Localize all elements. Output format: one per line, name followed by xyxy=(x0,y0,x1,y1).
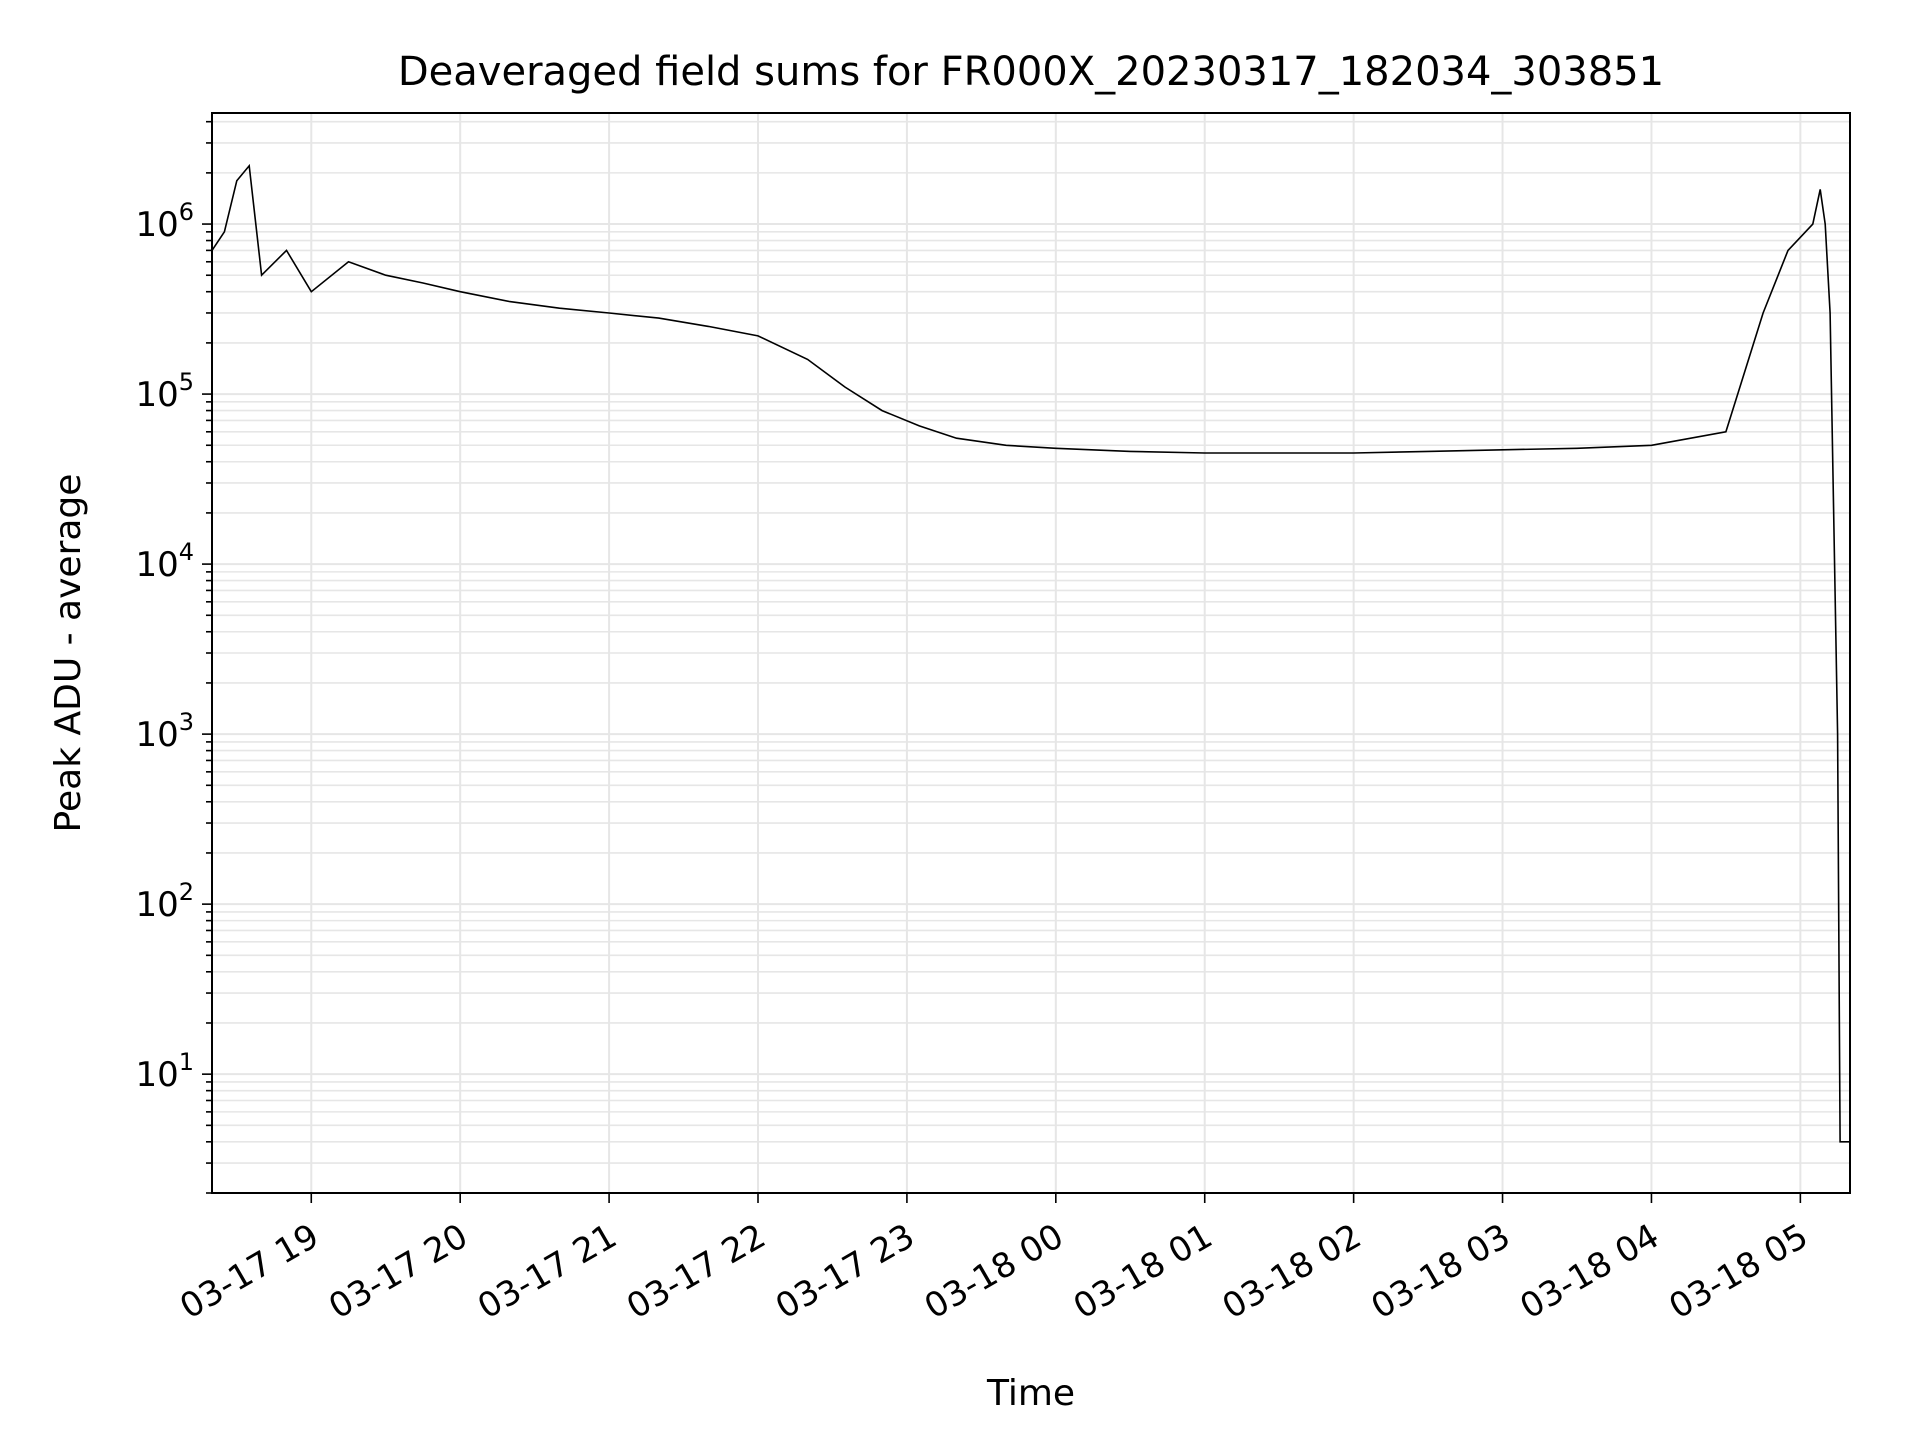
y-tick-label: 105 xyxy=(135,368,194,415)
y-tick-label: 104 xyxy=(135,538,194,585)
y-tick-label: 106 xyxy=(135,198,194,245)
series-layer xyxy=(211,163,1850,1143)
y-axis-label: Peak ADU - average xyxy=(48,474,89,833)
y-tick-label: 101 xyxy=(135,1048,194,1095)
y-tick-label: 103 xyxy=(135,708,194,755)
series-line xyxy=(211,163,1850,1143)
x-axis-label: Time xyxy=(986,1373,1075,1414)
chart-title: Deaveraged field sums for FR000X_2023031… xyxy=(398,49,1664,95)
y-tick-label: 102 xyxy=(135,878,194,925)
grid xyxy=(212,113,1850,1194)
